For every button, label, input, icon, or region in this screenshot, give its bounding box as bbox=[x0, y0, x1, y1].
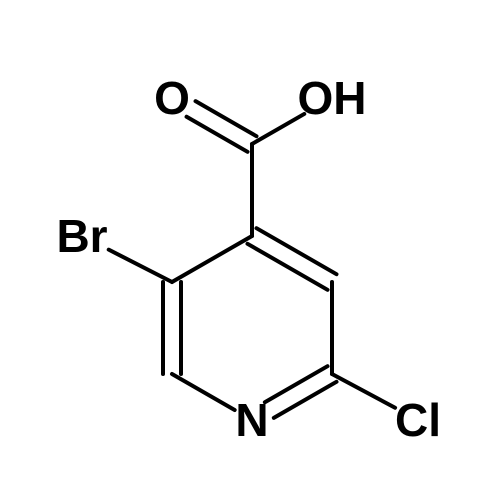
atom-label-o: O bbox=[154, 72, 190, 124]
bond-line bbox=[252, 114, 304, 144]
atom-label-br: Br bbox=[56, 210, 107, 262]
bond-line bbox=[256, 228, 336, 274]
atom-label-oh: OH bbox=[298, 72, 367, 124]
atom-label-cl: Cl bbox=[395, 394, 441, 446]
bond-line bbox=[109, 250, 172, 282]
bond-line bbox=[172, 236, 252, 282]
bond-line bbox=[187, 117, 248, 152]
bond-line bbox=[196, 101, 257, 136]
bond-line bbox=[265, 366, 328, 402]
chemical-structure-diagram: N O OH Br Cl bbox=[0, 0, 500, 500]
bond-line bbox=[274, 382, 337, 418]
atom-label-n: N bbox=[235, 394, 268, 446]
bond-line bbox=[172, 374, 235, 410]
bond-line bbox=[248, 244, 328, 290]
bond-line bbox=[332, 374, 395, 408]
